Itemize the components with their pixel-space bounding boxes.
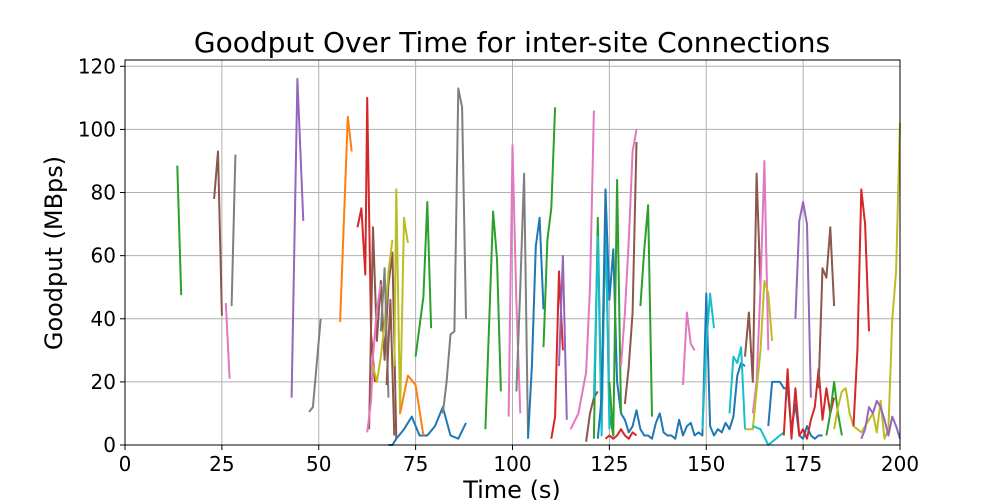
x-tick-label: 25 [209,452,234,476]
series-line-36 [701,292,715,430]
series-layer [176,77,901,446]
y-axis-ticks: 0 20 40 60 80 100 120 [78,54,125,457]
series-line-34 [639,204,653,417]
series-line-0 [176,165,183,296]
chart-title: Goodput Over Time for inter-site Connect… [194,26,830,59]
y-tick-label: 80 [91,181,116,205]
series-line-39 [751,160,770,414]
series-line-17 [441,87,467,414]
series-line-29 [596,188,746,440]
series-line-35 [682,311,696,386]
series-line-2 [224,302,231,379]
x-tick-label: 75 [403,452,428,476]
series-line-37 [728,346,746,430]
y-tick-label: 0 [103,433,116,457]
x-tick-label: 150 [687,452,725,476]
series-line-24 [558,254,568,420]
series-line-20 [515,172,529,436]
series-line-8 [368,226,398,439]
x-tick-label: 0 [119,452,132,476]
x-tick-label: 100 [493,452,531,476]
y-tick-label: 120 [78,54,116,78]
series-line-15 [399,374,425,436]
x-tick-label: 200 [881,452,919,476]
series-line-28 [592,207,611,437]
y-tick-label: 60 [91,244,116,268]
series-line-6 [339,115,353,322]
series-line-25 [569,110,595,430]
series-line-3 [230,154,237,307]
series-line-32 [620,129,638,367]
series-line-4 [290,77,305,398]
series-line-43 [782,368,836,440]
y-tick-label: 20 [91,370,116,394]
series-line-22 [542,107,557,348]
series-line-40 [745,279,774,431]
series-line-46 [825,380,843,436]
x-tick-label: 50 [306,452,331,476]
series-line-18 [484,210,502,430]
series-line-9 [366,283,382,433]
x-axis-ticks: 0 25 50 75 100 125 150 175 200 [119,445,919,476]
series-line-31 [608,178,622,437]
series-line-38 [744,172,762,383]
series-line-16 [414,201,433,357]
series-line-44 [794,201,812,398]
series-line-26 [585,390,599,442]
series-line-45 [817,226,836,389]
series-line-13 [385,298,396,436]
y-tick-label: 40 [91,307,116,331]
series-line-30 [604,428,638,440]
y-axis-label: Goodput (MBps) [40,156,68,350]
series-line-48 [852,188,870,427]
series-line-49 [860,399,901,440]
series-line-10 [372,239,394,383]
x-tick-label: 175 [784,452,822,476]
series-line-1 [213,150,223,316]
y-tick-label: 100 [78,117,116,141]
series-line-42 [767,380,823,440]
series-line-5 [308,318,322,413]
x-tick-label: 125 [590,452,628,476]
series-line-33 [623,141,638,405]
x-axis-label: Time (s) [462,476,561,500]
series-line-21 [527,216,545,439]
